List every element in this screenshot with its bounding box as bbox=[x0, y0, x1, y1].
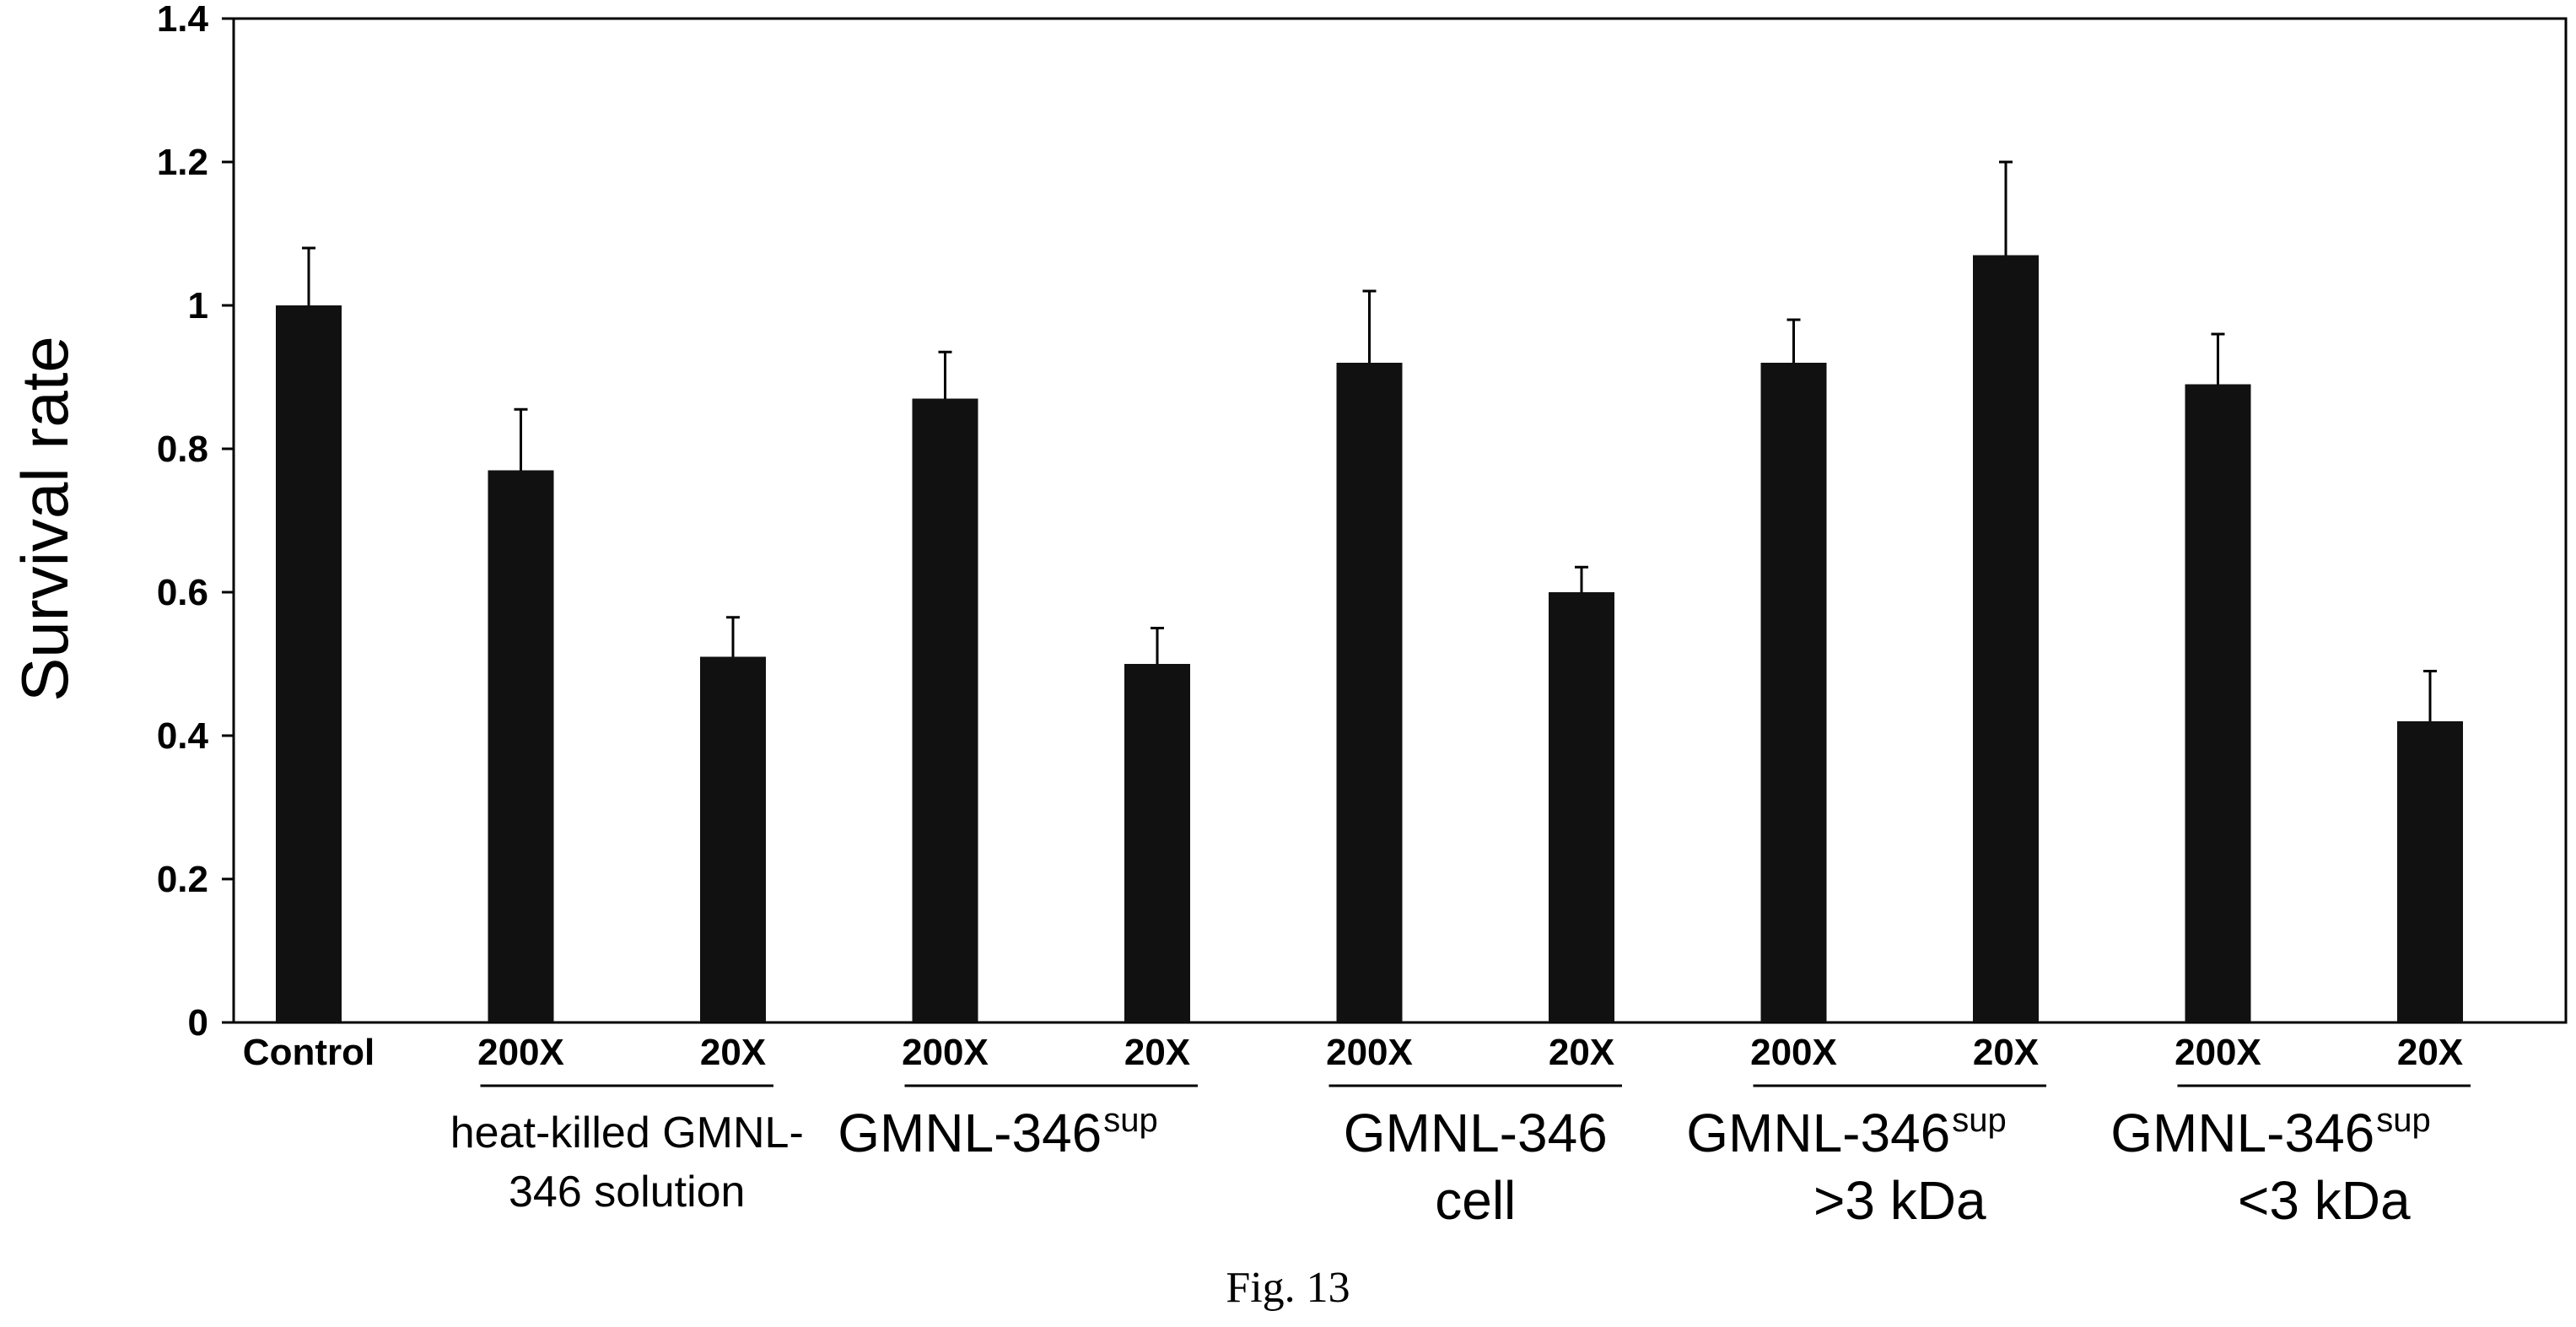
group-label: GMNL-346 bbox=[838, 1103, 1102, 1163]
group-label: GMNL-346 bbox=[1344, 1103, 1608, 1163]
y-tick-label: 0.8 bbox=[157, 429, 208, 470]
bar bbox=[1124, 664, 1190, 1022]
group-label-superscript: sup bbox=[2376, 1102, 2431, 1139]
bar bbox=[1760, 363, 1827, 1022]
y-tick-label: 0.6 bbox=[157, 572, 208, 613]
y-tick-label: 0.2 bbox=[157, 859, 208, 900]
group-label-superscript: sup bbox=[1103, 1102, 1158, 1139]
bar bbox=[276, 305, 342, 1022]
group-label: 346 solution bbox=[509, 1168, 745, 1216]
x-category-label: 20X bbox=[2397, 1032, 2463, 1073]
labels: 0 0.2 0.4 0.6 0.8 1 1.2 1.4 Control 200X 20X 200X 20… bbox=[157, 0, 2463, 1231]
x-category-label: Control bbox=[243, 1032, 375, 1073]
bar bbox=[488, 470, 554, 1022]
x-category-label: 20X bbox=[1124, 1032, 1190, 1073]
y-tick-label: 0 bbox=[188, 1002, 208, 1044]
y-tick-label: 1.4 bbox=[157, 0, 209, 40]
y-tick-label: 1 bbox=[188, 285, 208, 326]
figure-caption: Fig. 13 bbox=[1226, 1264, 1350, 1312]
bar bbox=[2185, 384, 2251, 1022]
bar bbox=[1336, 363, 1403, 1022]
bar bbox=[2397, 721, 2463, 1022]
x-category-label: 20X bbox=[1549, 1032, 1614, 1073]
x-category-label: 200X bbox=[477, 1032, 564, 1073]
bar bbox=[1549, 592, 1614, 1022]
x-category-label: 200X bbox=[1750, 1032, 1837, 1073]
group-label: <3 kDa bbox=[2238, 1170, 2411, 1231]
x-category-label: 200X bbox=[902, 1032, 989, 1073]
bars bbox=[276, 160, 2463, 1022]
x-category-label: 20X bbox=[1973, 1032, 2039, 1073]
x-category-label: 200X bbox=[1326, 1032, 1413, 1073]
group-label-superscript: sup bbox=[1952, 1102, 2007, 1139]
x-category-label: 20X bbox=[700, 1032, 766, 1073]
group-label: cell bbox=[1435, 1170, 1516, 1231]
y-axis-title: Survival rate bbox=[8, 336, 82, 702]
group-label: heat-killed GMNL- bbox=[450, 1109, 804, 1157]
group-label: GMNL-346 bbox=[1686, 1103, 1950, 1163]
group-label: GMNL-346 bbox=[2110, 1103, 2374, 1163]
bar bbox=[1973, 255, 2039, 1022]
bar bbox=[700, 656, 766, 1022]
y-tick-label: 1.2 bbox=[157, 142, 208, 183]
group-label: >3 kDa bbox=[1813, 1170, 1986, 1231]
bar bbox=[912, 398, 978, 1022]
x-category-label: 200X bbox=[2175, 1032, 2261, 1073]
y-tick-label: 0.4 bbox=[157, 715, 209, 757]
